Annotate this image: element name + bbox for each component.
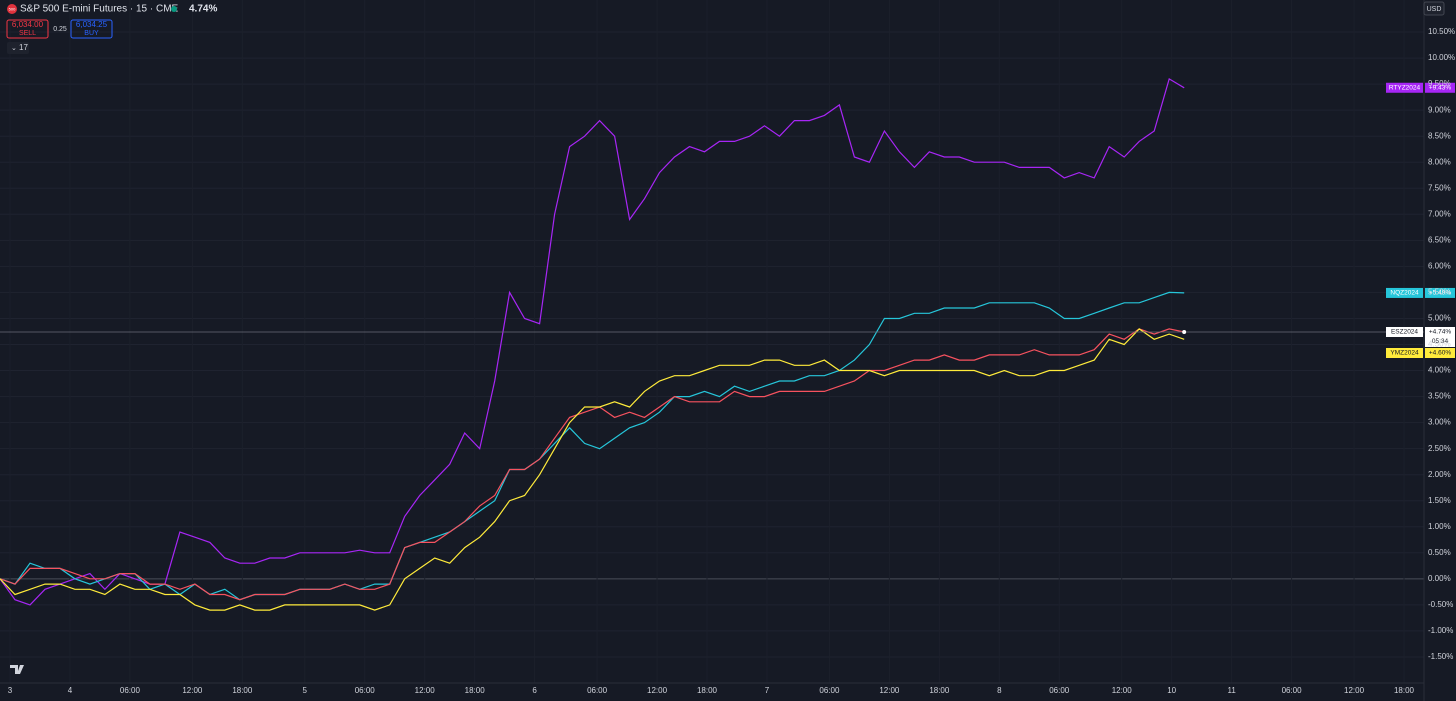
x-tick-label: 06:00: [587, 686, 608, 695]
sell-label: SELL: [19, 30, 36, 37]
y-tick-label: 7.50%: [1428, 183, 1451, 192]
symbol-title: S&P 500 E-mini Futures · 15 · CME: [20, 4, 179, 15]
y-tick-label: 9.50%: [1428, 79, 1451, 88]
x-tick-label: 12:00: [1344, 686, 1365, 695]
value-tag-label: +9.43%: [1429, 84, 1451, 91]
sell-price: 6,034.00: [12, 20, 44, 29]
spread: 0.25: [53, 26, 67, 33]
x-tick-label: 06:00: [120, 686, 141, 695]
y-tick-label: 8.00%: [1428, 157, 1451, 166]
y-tick-label: 10.00%: [1428, 53, 1455, 62]
x-tick-label: 12:00: [182, 686, 203, 695]
series-line: [0, 328, 1185, 601]
currency-button[interactable]: [1423, 1, 1445, 16]
x-tick-label: 18:00: [465, 686, 486, 695]
x-tick-label: 18:00: [232, 686, 253, 695]
x-tick-label: 6: [532, 686, 537, 695]
y-tick-label: -0.50%: [1428, 600, 1453, 609]
x-tick-label: 12:00: [647, 686, 668, 695]
x-tick-label: 5: [303, 686, 308, 695]
sell-button[interactable]: [6, 19, 49, 39]
chevron: ⌄: [11, 45, 17, 52]
y-tick-label: 3.00%: [1428, 418, 1451, 427]
countdown: 05:34: [1432, 338, 1449, 345]
value-tag-label: +4.74%: [1429, 329, 1451, 336]
y-tick-label: 9.00%: [1428, 105, 1451, 114]
grid: [0, 31, 1424, 658]
x-tick-label: 10: [1167, 686, 1176, 695]
x-tick-label: 06:00: [819, 686, 840, 695]
tv-logo: [10, 665, 27, 674]
y-tick-label: 4.00%: [1428, 366, 1451, 375]
value-tag: [1425, 348, 1455, 359]
buy-button[interactable]: [70, 19, 113, 39]
series-tag: [1386, 327, 1423, 338]
y-tick-label: -1.00%: [1428, 626, 1453, 635]
y-tick-label: 3.50%: [1428, 392, 1451, 401]
x-tick-label: 06:00: [355, 686, 376, 695]
y-tick-label: 5.00%: [1428, 314, 1451, 323]
y-tick-label: 6.00%: [1428, 261, 1451, 270]
y-tick-label: 2.00%: [1428, 470, 1451, 479]
y-tick-label: 1.00%: [1428, 522, 1451, 531]
y-tick-label: 6.50%: [1428, 235, 1451, 244]
value-tag: [1425, 327, 1455, 348]
x-tick-label: 3: [8, 686, 13, 695]
x-tick-label: 18:00: [697, 686, 718, 695]
y-tick-label: 10.50%: [1428, 27, 1455, 36]
x-tick-label: 8: [997, 686, 1002, 695]
y-tick-label: 7.00%: [1428, 209, 1451, 218]
series-tag-name: RTYZ2024: [1389, 84, 1421, 91]
x-tick-label: 12:00: [1112, 686, 1133, 695]
y-tick-label: -1.50%: [1428, 652, 1453, 661]
y-tick-label: 4.50%: [1428, 340, 1451, 349]
y-tick-label: 5.50%: [1428, 288, 1451, 297]
x-tick-label: 4: [68, 686, 73, 695]
series-tag-name: ESZ2024: [1391, 329, 1418, 336]
change: 4.74%: [189, 4, 217, 15]
series-line: [0, 328, 1185, 611]
value-tag: [1425, 287, 1455, 298]
x-tick-label: 7: [765, 686, 770, 695]
logo-text: 500: [9, 7, 16, 12]
series-tag: [1386, 348, 1423, 359]
x-tick-label: 11: [1227, 686, 1236, 695]
series-tag: [1386, 82, 1423, 93]
x-tick-label: 12:00: [879, 686, 900, 695]
buy-label: BUY: [84, 30, 99, 37]
indicators-toggle[interactable]: [7, 42, 29, 54]
value-tag-label: +4.60%: [1429, 350, 1451, 357]
y-tick-label: 0.00%: [1428, 574, 1451, 583]
value-tag: [1425, 82, 1455, 93]
tag-layer: RTYZ2024 +9.43% NQZ2024 +5.49% ESZ2024 +4.74%…: [1386, 82, 1455, 359]
x-tick-label: 06:00: [1282, 686, 1303, 695]
buy-price: 6,034.25: [76, 20, 108, 29]
y-tick-label: 1.50%: [1428, 496, 1451, 505]
value-tag-label: +5.49%: [1429, 290, 1451, 297]
y-tick-label: 8.50%: [1428, 131, 1451, 140]
x-tick-label: 06:00: [1049, 686, 1070, 695]
series-layer: [0, 77, 1424, 611]
currency: USD: [1427, 6, 1442, 13]
indicators-count: 17: [19, 43, 28, 52]
last-point: [1182, 330, 1187, 335]
series-tag-name: NQZ2024: [1390, 290, 1419, 297]
series-line: [0, 77, 1185, 606]
x-tick-label: 18:00: [1394, 686, 1415, 695]
y-tick-label: 2.50%: [1428, 444, 1451, 453]
x-tick-label: 18:00: [929, 686, 950, 695]
status-dot: [171, 6, 177, 12]
series-tag-name: YMZ2024: [1390, 350, 1419, 357]
logo: [7, 4, 17, 14]
series-tag: [1386, 287, 1423, 298]
x-tick-label: 12:00: [415, 686, 436, 695]
y-tick-label: 0.50%: [1428, 548, 1451, 557]
